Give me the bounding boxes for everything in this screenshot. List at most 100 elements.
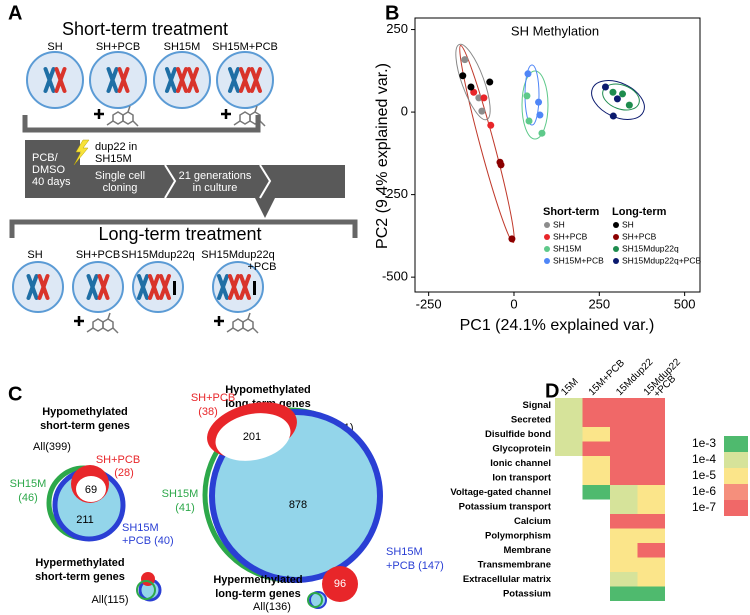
heatmap-cell <box>637 427 665 442</box>
heatmap-cell <box>637 572 665 587</box>
duplication <box>253 281 256 295</box>
chromosome <box>148 274 160 300</box>
heatmap-cell <box>555 427 583 442</box>
heatmap-cell <box>555 398 583 413</box>
confidence-ellipses <box>455 43 645 244</box>
point <box>497 161 505 169</box>
venn-title: Hypermethylated <box>35 557 124 569</box>
panel-letter: C <box>8 383 22 405</box>
venn-label: SH15M <box>162 488 199 500</box>
point <box>601 83 609 91</box>
row-label: Calcium <box>514 516 551 527</box>
row-label: Membrane <box>503 545 551 556</box>
venn-title: short-term genes <box>35 571 125 583</box>
panel-letter: A <box>8 2 22 24</box>
point <box>524 70 532 78</box>
heatmap-cell <box>610 398 638 413</box>
chromosome <box>43 67 56 93</box>
venn-title: Hypomethylated <box>225 384 311 396</box>
insert-label: dup22 in <box>95 141 137 153</box>
heatmap-cell <box>610 543 638 558</box>
row-label: Signal <box>522 400 551 411</box>
heatmap-cell <box>637 456 665 471</box>
row-label: Extracellular matrix <box>463 574 552 585</box>
row-label: Disulfide bond <box>485 429 551 440</box>
venn-label: SH+PCB <box>96 454 140 466</box>
heatmap-cell <box>637 586 665 601</box>
chromosome <box>228 274 240 300</box>
step-label: 21 generations <box>179 170 252 182</box>
point <box>461 56 469 64</box>
venn-title: long-term genes <box>215 588 301 600</box>
venn-count: 211 <box>76 514 94 526</box>
legend-marker <box>613 246 619 252</box>
chromosome <box>239 67 251 93</box>
step-label: PCB/ <box>32 152 59 164</box>
row-label: Voltage-gated channel <box>450 487 551 498</box>
heatmap-cell <box>610 499 638 514</box>
venn-circle <box>322 566 358 602</box>
panel-letter: B <box>385 2 399 24</box>
heatmap-cell <box>610 586 638 601</box>
legend-marker <box>544 258 550 264</box>
legend-label: 1e-3 <box>692 436 716 450</box>
venn-label: (46) <box>18 492 38 504</box>
legend-label: SH15Mdup22q <box>622 243 679 253</box>
venn-circle <box>309 591 327 609</box>
point <box>478 107 486 115</box>
y-tick-label: -500 <box>382 269 408 284</box>
chromosome <box>239 274 251 300</box>
point <box>467 83 475 91</box>
chromosome <box>26 274 39 300</box>
y-axis-label: PC2 (9.4% explained var.) <box>374 63 391 249</box>
point <box>459 72 467 80</box>
heatmap-cell <box>637 528 665 543</box>
step-label: cloning <box>103 182 138 194</box>
legend-label: SH <box>553 219 565 229</box>
cell <box>12 261 64 313</box>
venn-title: short-term genes <box>40 420 130 432</box>
cell <box>72 261 124 313</box>
chromosome <box>217 274 229 300</box>
legend-label: SH+PCB <box>622 231 657 241</box>
y-tick-label: 0 <box>401 104 408 119</box>
venn-label: (28) <box>114 467 134 479</box>
bracket <box>9 219 358 238</box>
heatmap-cell <box>582 427 610 442</box>
row-label: Secreted <box>511 414 551 425</box>
row-label: Polymorphism <box>485 530 551 541</box>
legend-swatch <box>724 500 748 516</box>
heatmap-cell <box>555 412 583 427</box>
heatmap-cell <box>582 441 610 456</box>
point <box>625 101 633 109</box>
legend-label: SH+PCB <box>553 231 588 241</box>
venn-count: 69 <box>85 484 97 496</box>
venn-count: 201 <box>243 431 261 443</box>
venn-label: +PCB (40) <box>122 535 174 547</box>
point <box>538 129 546 137</box>
point <box>475 94 483 102</box>
row-label: Ion transport <box>492 472 551 483</box>
x-tick-label: -250 <box>416 296 442 311</box>
point <box>523 92 531 100</box>
row-label: Transmembrane <box>478 559 551 570</box>
point <box>535 98 543 106</box>
heatmap-cell <box>610 412 638 427</box>
y-tick-label: 250 <box>386 21 408 36</box>
point <box>619 90 627 98</box>
point <box>470 88 478 96</box>
legend-label: 1e-4 <box>692 452 716 466</box>
chevron <box>164 164 272 199</box>
venn-label: +PCB (147) <box>386 560 444 572</box>
venn-label: SH15M <box>386 546 423 558</box>
plus-sign <box>221 109 231 119</box>
heatmap-cell <box>610 557 638 572</box>
section-title: Short-term treatment <box>62 19 228 39</box>
chromosome <box>187 67 199 93</box>
group-label: SH <box>47 41 62 53</box>
legend-label: 1e-5 <box>692 468 716 482</box>
cell <box>132 261 184 313</box>
heatmap-cell <box>610 470 638 485</box>
heatmap-cell <box>637 412 665 427</box>
row-label: Ionic channel <box>490 458 551 469</box>
